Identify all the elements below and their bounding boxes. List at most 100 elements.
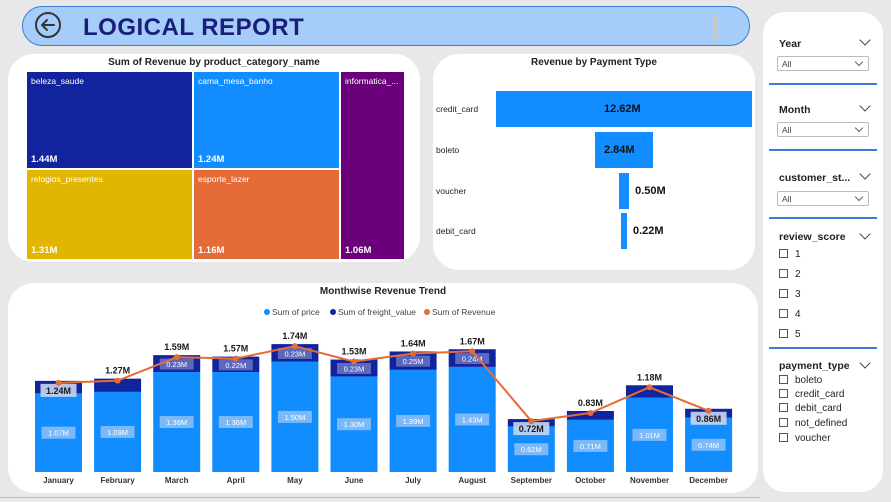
legend-item[interactable]: Sum of price bbox=[264, 307, 320, 317]
checkbox[interactable] bbox=[779, 329, 788, 338]
checkbox[interactable] bbox=[779, 309, 788, 318]
payment-option[interactable]: boleto bbox=[779, 375, 822, 386]
treemap-tile[interactable]: relogios_presentes 1.31M bbox=[26, 169, 193, 260]
treemap-tile[interactable]: beleza_saude 1.44M bbox=[26, 71, 193, 169]
review-option[interactable]: 1 bbox=[779, 249, 801, 260]
freight-label-bg bbox=[337, 362, 371, 374]
revenue-data-label: 1.64M bbox=[401, 338, 426, 348]
treemap-card: Sum of Revenue by product_category_name … bbox=[8, 54, 420, 262]
treemap-tile[interactable]: cama_mesa_banho 1.24M bbox=[193, 71, 340, 169]
legend-dot-icon bbox=[264, 309, 270, 315]
payment-title: Revenue by Payment Type bbox=[531, 57, 657, 68]
price-label-bg bbox=[41, 426, 76, 439]
tile-value: 1.06M bbox=[345, 245, 372, 256]
revenue-point[interactable] bbox=[469, 348, 476, 355]
option-label: debit_card bbox=[795, 403, 842, 414]
revenue-point[interactable] bbox=[291, 343, 298, 350]
freight-data-label: 0.22M bbox=[225, 361, 246, 370]
x-axis-label: April bbox=[227, 476, 245, 485]
payment-bar[interactable] bbox=[595, 132, 653, 168]
bottom-divider bbox=[0, 497, 760, 498]
payment-slicer-title: payment_type bbox=[779, 360, 850, 372]
treemap-tile[interactable]: esporte_lazer 1.16M bbox=[193, 169, 340, 260]
review-option[interactable]: 5 bbox=[779, 329, 801, 340]
checkbox[interactable] bbox=[779, 403, 788, 412]
chevron-down-icon[interactable] bbox=[859, 34, 871, 46]
payment-bar[interactable] bbox=[621, 213, 627, 249]
legend-item[interactable]: Sum of freight_value bbox=[330, 307, 416, 317]
checkbox[interactable] bbox=[779, 269, 788, 278]
legend-label: Sum of Revenue bbox=[432, 307, 496, 317]
customer-value: All bbox=[782, 194, 792, 204]
treemap-tile[interactable]: informatica_... 1.06M bbox=[340, 71, 405, 260]
price-label-bg bbox=[100, 425, 135, 438]
freight-data-label: 0.23M bbox=[166, 360, 187, 369]
option-label: 1 bbox=[795, 249, 801, 260]
payment-bar[interactable] bbox=[618, 173, 630, 209]
price-label-bg bbox=[159, 416, 194, 429]
price-label-bg bbox=[396, 414, 431, 427]
price-data-label: 1.50M bbox=[284, 413, 305, 422]
slicer-panel: Year All Month All customer_st... All re… bbox=[763, 12, 883, 492]
checkbox[interactable] bbox=[779, 375, 788, 384]
payment-bar[interactable] bbox=[496, 91, 752, 127]
review-option[interactable]: 4 bbox=[779, 309, 801, 320]
revenue-data-label: 1.67M bbox=[460, 336, 485, 346]
chevron-down-icon[interactable] bbox=[859, 168, 871, 180]
revenue-point[interactable] bbox=[410, 350, 417, 357]
revenue-point[interactable] bbox=[351, 358, 357, 365]
x-axis-label: November bbox=[630, 476, 669, 485]
option-label: 4 bbox=[795, 309, 801, 320]
price-label-bg bbox=[277, 410, 312, 423]
tile-value: 1.31M bbox=[31, 245, 58, 256]
review-option[interactable]: 2 bbox=[779, 269, 801, 280]
chevron-down-icon[interactable] bbox=[859, 100, 871, 112]
payment-option[interactable]: credit_card bbox=[779, 389, 844, 400]
payment-option[interactable]: voucher bbox=[779, 433, 831, 444]
checkbox[interactable] bbox=[779, 433, 788, 442]
chevron-down-icon[interactable] bbox=[859, 357, 871, 369]
x-axis-label: February bbox=[100, 476, 135, 485]
back-button[interactable] bbox=[35, 12, 61, 38]
revenue-point[interactable] bbox=[705, 407, 712, 414]
checkbox[interactable] bbox=[779, 389, 788, 398]
payment-option[interactable]: not_defined bbox=[779, 418, 847, 429]
price-label-bg bbox=[632, 428, 667, 441]
revenue-point[interactable] bbox=[232, 355, 239, 362]
payment-option[interactable]: debit_card bbox=[779, 403, 842, 414]
revenue-data-label: 0.83M bbox=[578, 398, 603, 408]
customer-slicer-title: customer_st... bbox=[779, 172, 851, 184]
price-data-label: 1.30M bbox=[344, 420, 365, 429]
freight-label-bg bbox=[396, 355, 431, 367]
freight-data-label: 0.23M bbox=[344, 364, 365, 373]
revenue-point[interactable] bbox=[646, 384, 653, 391]
checkbox[interactable] bbox=[779, 289, 788, 298]
freight-bar[interactable] bbox=[626, 385, 673, 398]
revenue-point[interactable] bbox=[55, 379, 62, 386]
legend-item[interactable]: Sum of Revenue bbox=[424, 307, 495, 317]
review-option[interactable]: 3 bbox=[779, 289, 801, 300]
price-data-label: 1.36M bbox=[225, 418, 246, 427]
revenue-point[interactable] bbox=[114, 377, 121, 384]
freight-label-bg bbox=[159, 358, 194, 370]
legend-dot-icon bbox=[330, 309, 336, 315]
revenue-point[interactable] bbox=[528, 418, 535, 425]
payment-category-label: boleto bbox=[436, 145, 460, 155]
year-dropdown[interactable]: All bbox=[777, 56, 869, 71]
price-data-label: 1.01M bbox=[639, 431, 660, 440]
revenue-label-bg bbox=[40, 383, 77, 397]
customer-dropdown[interactable]: All bbox=[777, 191, 869, 206]
chevron-down-icon[interactable] bbox=[859, 228, 871, 240]
freight-data-label: 0.25M bbox=[403, 357, 424, 366]
option-label: 3 bbox=[795, 289, 801, 300]
option-label: boleto bbox=[795, 375, 823, 386]
month-dropdown[interactable]: All bbox=[777, 122, 869, 137]
legend-label: Sum of freight_value bbox=[338, 307, 416, 317]
chevron-down-icon bbox=[854, 123, 864, 133]
revenue-point[interactable] bbox=[173, 354, 180, 361]
checkbox[interactable] bbox=[779, 418, 788, 427]
checkbox[interactable] bbox=[779, 249, 788, 258]
revenue-point[interactable] bbox=[587, 409, 594, 416]
price-data-label: 1.36M bbox=[166, 418, 187, 427]
page-title: LOGICAL REPORT bbox=[83, 14, 305, 41]
